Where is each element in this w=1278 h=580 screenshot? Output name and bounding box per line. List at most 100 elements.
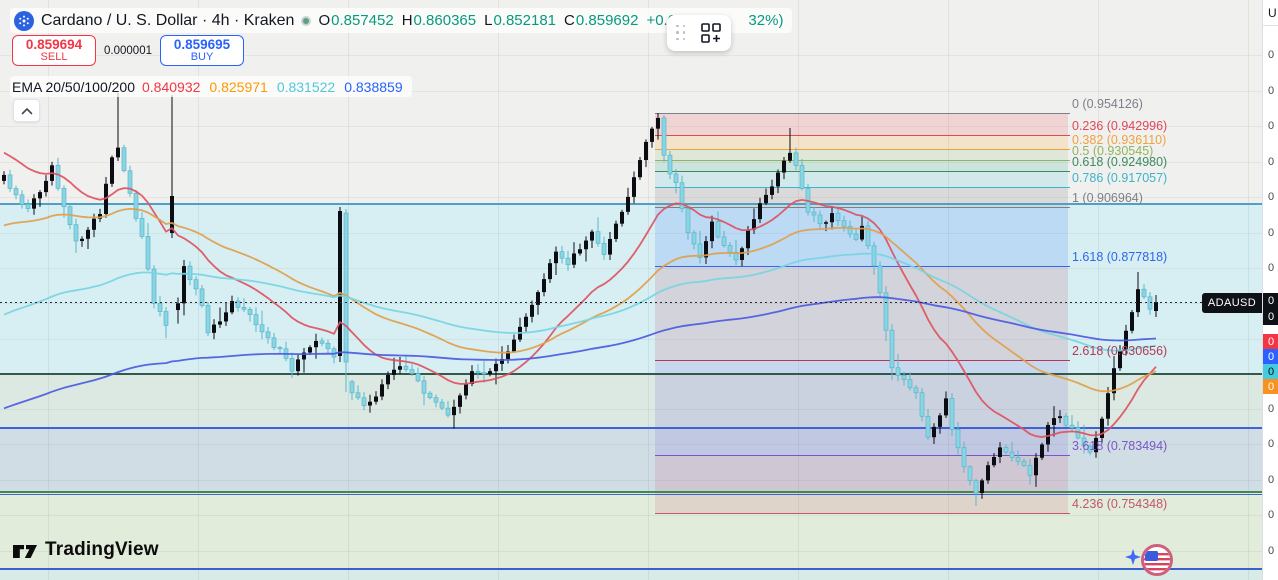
candle <box>710 215 714 249</box>
high-label: H <box>401 12 413 29</box>
candle <box>139 212 145 239</box>
ema-value: 0.838859 <box>344 78 403 95</box>
candle <box>871 241 877 275</box>
gridline-horizontal <box>0 162 1262 163</box>
gridline-vertical <box>1248 0 1249 580</box>
candle <box>247 306 253 322</box>
candle <box>277 345 283 353</box>
indicator-legend[interactable]: EMA 20/50/100/200 0.840932 0.825971 0.8315… <box>10 76 412 97</box>
candle <box>265 326 271 344</box>
candle <box>157 296 163 317</box>
horizontal-line <box>0 491 1262 493</box>
candle <box>368 394 372 413</box>
candle <box>770 179 774 200</box>
candle <box>230 295 234 315</box>
candle <box>1021 458 1027 468</box>
candle <box>559 245 565 264</box>
candle <box>163 306 169 339</box>
price-tick: 0 <box>1268 262 1275 274</box>
change-value-suffix: 32%) <box>748 12 784 29</box>
background-zone <box>0 492 1262 568</box>
candle <box>380 379 384 401</box>
price-scale-currency-label[interactable]: U <box>1263 0 1278 26</box>
candle <box>427 391 433 400</box>
candle <box>212 319 216 340</box>
drag-handle-icon[interactable] <box>676 24 687 42</box>
layout-grid-add-icon[interactable] <box>700 22 722 44</box>
gridline-vertical <box>948 0 949 580</box>
fib-label-tick <box>1063 455 1070 456</box>
buy-button[interactable]: 0.859695 BUY <box>160 35 244 66</box>
candle <box>644 139 648 168</box>
candle <box>374 391 378 405</box>
price-tick: 0 <box>1268 191 1275 203</box>
fib-level-label: 0.786 (0.917057) <box>1072 171 1168 185</box>
fib-band <box>655 266 1068 360</box>
price-tick: 0 <box>1268 545 1275 557</box>
us-flag-promo-icon[interactable] <box>1124 541 1178 579</box>
candle <box>92 213 96 238</box>
floating-toolbar[interactable] <box>667 15 731 51</box>
price-tick: 0 <box>1268 49 1275 61</box>
gridline-horizontal <box>0 303 1262 304</box>
fib-level-label: 4.236 (0.754348) <box>1072 497 1168 511</box>
candle <box>590 229 594 248</box>
candle <box>1058 410 1062 424</box>
symbol-title[interactable]: Cardano / U. S. Dollar · 4h · Kraken <box>41 11 295 29</box>
gridline-horizontal <box>0 197 1262 198</box>
gridline-horizontal <box>0 444 1262 445</box>
fib-label-tick <box>1063 513 1070 514</box>
price-tick: 0 <box>1268 474 1275 486</box>
background-zone <box>0 568 1262 580</box>
candle <box>1154 295 1158 317</box>
fib-level-line <box>655 266 1068 267</box>
candle <box>475 364 481 379</box>
candle <box>811 207 817 223</box>
fib-label-tick <box>1063 360 1070 361</box>
candle <box>271 332 277 351</box>
tradingview-watermark[interactable]: TradingView <box>12 539 159 561</box>
ema-line-20 <box>3 151 1157 438</box>
ema-line-50 <box>3 207 1157 393</box>
candle <box>638 156 642 180</box>
candle <box>841 215 847 232</box>
gridline-horizontal <box>0 409 1262 410</box>
horizontal-line <box>0 373 1262 375</box>
price-tick: 0 <box>1268 85 1275 97</box>
spread-value: 0.000001 <box>104 44 152 57</box>
candle <box>865 221 871 250</box>
candle <box>1027 459 1033 485</box>
candle <box>86 226 90 250</box>
candle <box>1141 284 1147 300</box>
fib-level-label: 3.618 (0.783494) <box>1072 439 1168 453</box>
fib-label-tick <box>1063 207 1070 208</box>
buy-price: 0.859695 <box>173 36 231 52</box>
sell-price: 0.859694 <box>25 36 83 52</box>
candle <box>170 95 174 238</box>
ema-line-100 <box>3 252 1157 352</box>
candle <box>1046 422 1050 452</box>
fib-level-label: 1.618 (0.877818) <box>1072 250 1168 264</box>
candle <box>319 337 325 347</box>
gridline-vertical <box>798 0 799 580</box>
candle <box>799 158 805 191</box>
candle <box>626 187 630 215</box>
candle <box>1015 450 1021 466</box>
market-status-icon[interactable] <box>301 15 312 26</box>
candle <box>877 261 883 297</box>
candle <box>392 357 396 380</box>
candle <box>481 361 487 383</box>
candle <box>830 206 834 230</box>
candle <box>992 453 996 468</box>
background-zone <box>0 427 1262 492</box>
candle <box>704 236 708 264</box>
collapse-legend-button[interactable] <box>13 99 40 122</box>
ema-value: 0.825971 <box>209 78 268 95</box>
sell-button[interactable]: 0.859694 SELL <box>12 35 96 66</box>
candle <box>925 409 931 440</box>
candle <box>1040 442 1044 460</box>
fib-band <box>655 135 1068 149</box>
